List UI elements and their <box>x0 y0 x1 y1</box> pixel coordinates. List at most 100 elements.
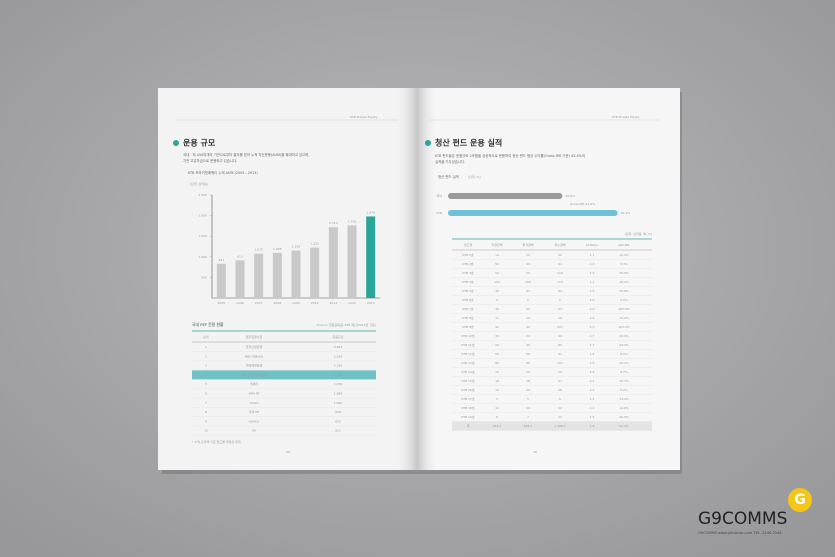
cell: 32 <box>526 307 530 311</box>
cell: 40 <box>526 325 530 329</box>
cell: 61 <box>558 262 562 266</box>
cell: 맥쿼리 <box>250 381 259 386</box>
cell: 15.4% <box>619 253 629 257</box>
paragraph: 기관 고유자금으로 운용하고 있습니다. <box>183 158 237 163</box>
x-tick-label: 2007 <box>255 301 263 305</box>
value-label: 831 <box>218 258 224 262</box>
cell: 미래에셋증권 <box>246 363 263 368</box>
cell: 5 <box>527 298 529 302</box>
cell: 0.0% <box>620 298 628 302</box>
logo-tagline: G9COMMS www.g9comm.com TEL. 2244-2546 <box>698 531 782 535</box>
cell: 37 <box>558 379 562 383</box>
cell: 13.2% <box>619 397 629 401</box>
x-tick-label: 2010 <box>311 301 319 305</box>
cell: 11 <box>495 316 499 320</box>
cell: KTB 12호 <box>461 351 474 356</box>
cell: 49 <box>526 343 530 347</box>
cell: VOGO <box>249 401 259 405</box>
page-number: 28 <box>533 450 537 454</box>
cell: 1.7 <box>590 343 595 347</box>
cell: 10 <box>526 370 530 374</box>
cell: 24.0% <box>619 343 629 347</box>
icon <box>173 140 179 146</box>
cell: KTB 10호 <box>461 333 474 338</box>
bar <box>347 225 357 298</box>
cell: 18 <box>495 379 499 383</box>
value-label: 42.4% <box>621 211 631 215</box>
cell: 643.2 <box>493 424 502 428</box>
y-tick-label: 500 <box>201 275 207 279</box>
cell: KTB 5호 <box>462 288 473 293</box>
bar <box>235 260 245 298</box>
cell: 50 <box>495 352 499 356</box>
cell: KTB 8호 <box>462 315 473 320</box>
cell: 1.7 <box>590 334 595 338</box>
cell: 80 <box>526 361 530 365</box>
bar <box>291 250 301 298</box>
column-header: 펀드명 <box>464 242 473 247</box>
value-label: 1,150 <box>292 245 301 249</box>
x-tick-label: 2005 <box>218 301 226 305</box>
cell: 14 <box>526 253 530 257</box>
cell: 648.1 <box>524 424 533 428</box>
cell: MBK 파트너스 <box>245 353 264 358</box>
y-tick-label: 1,000 <box>198 255 207 259</box>
column-header: 약정금액 <box>491 242 502 247</box>
cell: 9 <box>205 419 207 423</box>
cell: 10 <box>204 429 208 433</box>
x-tick-label: 2008 <box>274 301 282 305</box>
cell: 1.5 <box>590 388 595 392</box>
cell: 5 <box>496 298 498 302</box>
value-label: 1,223 <box>310 242 319 246</box>
cell: KTB 18호 <box>461 405 474 410</box>
cell: 22 <box>558 253 562 257</box>
cell: 1.5 <box>590 370 595 374</box>
title: 운용 규모 <box>183 138 216 148</box>
cell: KTB 11호 <box>461 342 474 347</box>
bar <box>272 252 282 298</box>
bar <box>254 253 264 298</box>
cell: 30 <box>495 307 499 311</box>
cell: 계 <box>467 423 470 428</box>
cell: 4,664 <box>334 345 343 349</box>
column-header: Net IRR <box>618 243 629 247</box>
cell: 64.4% <box>619 334 629 338</box>
cell: 16.2% <box>619 361 629 365</box>
bar <box>448 210 618 216</box>
cell: 100 <box>525 280 531 284</box>
cell: KTB 3호 <box>462 270 473 275</box>
cell: KTB 15호 <box>461 378 474 383</box>
cell: 5 <box>205 382 207 386</box>
cell: 16 <box>558 316 562 320</box>
column-header: 순위 <box>203 334 209 339</box>
cell: KTB 17호 <box>461 396 474 401</box>
annotation: Gross IRR 42.4% <box>570 202 595 206</box>
spine <box>417 88 439 470</box>
cell: 40.8% <box>619 289 629 293</box>
cell: 10 <box>495 370 499 374</box>
cell: 163.2% <box>618 325 630 329</box>
cell: 49 <box>526 262 530 266</box>
title: 청산 펀드 운용 실적 <box>435 138 502 148</box>
cell: 54 <box>558 289 562 293</box>
cell: 930 <box>335 410 341 414</box>
cell: KTB 19호 <box>461 414 474 419</box>
header: KTB Private Equity <box>612 115 640 119</box>
cell: 7 <box>205 401 207 405</box>
cell: 1.8 <box>590 424 595 428</box>
bar-label: 국내 <box>436 193 442 198</box>
bar <box>310 247 320 298</box>
cell: 10.1% <box>619 280 629 284</box>
table-title: 국내 PEF 운용 현황 <box>192 322 224 327</box>
cell: 11 <box>558 415 562 419</box>
column-header: 회수금액 <box>554 242 565 247</box>
page-number: 26 <box>286 450 290 454</box>
cell: 5.0 <box>590 325 595 329</box>
cell: KTB 9호 <box>462 324 473 329</box>
cell: 1.5 <box>590 415 595 419</box>
cell: 18 <box>526 379 530 383</box>
cell: 10 <box>526 316 530 320</box>
x-tick-label: 2011 <box>330 301 338 305</box>
cell: 14.6% <box>619 406 629 410</box>
